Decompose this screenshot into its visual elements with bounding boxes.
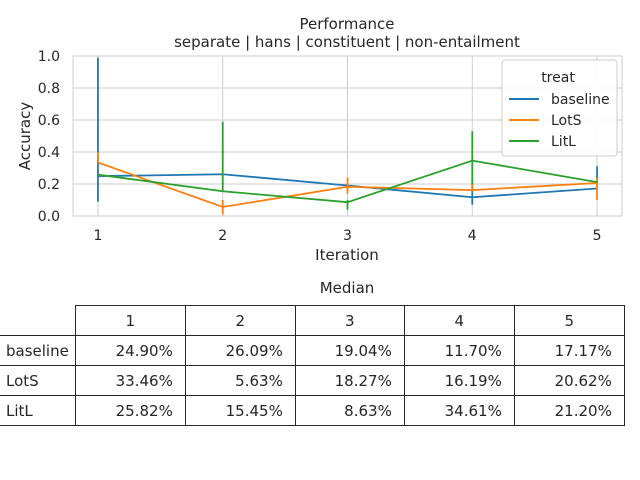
table-cell: 15.45% bbox=[184, 395, 296, 426]
y-axis-label: Accuracy bbox=[16, 102, 34, 171]
y-tick-label: 0.2 bbox=[38, 177, 60, 193]
x-tick-label: 3 bbox=[343, 228, 352, 244]
axis-ticks: 1 2 3 4 5 0.0 0.2 0.4 0.6 0.8 1.0 bbox=[38, 49, 602, 244]
legend-label-LitL: LitL bbox=[551, 134, 576, 150]
table-cell: 33.46% bbox=[74, 365, 186, 396]
table-corner-cell bbox=[0, 305, 76, 336]
table-cell: 20.62% bbox=[513, 365, 625, 396]
table-cell: 26.09% bbox=[184, 335, 296, 366]
table-cell: 17.17% bbox=[513, 335, 625, 366]
legend-label-baseline: baseline bbox=[551, 92, 610, 108]
legend: treat baseline LotS LitL bbox=[501, 59, 618, 157]
legend-box bbox=[501, 59, 618, 157]
table-cell: 8.63% bbox=[294, 395, 405, 426]
table-column-header: 2 bbox=[184, 305, 296, 336]
table-cell: 21.20% bbox=[513, 395, 625, 426]
series-lines bbox=[97, 57, 598, 215]
legend-title: treat bbox=[541, 70, 575, 86]
x-tick-label: 5 bbox=[593, 228, 602, 244]
table-column-header: 4 bbox=[403, 305, 515, 336]
table-row: LotS 33.46% 5.63% 18.27% 16.19% 20.62% bbox=[0, 365, 625, 396]
y-tick-label: 0.8 bbox=[38, 81, 60, 97]
y-tick-label: 0.6 bbox=[38, 113, 60, 129]
y-tick-label: 0.4 bbox=[38, 145, 60, 161]
chart-subtitle: separate | hans | constituent | non-enta… bbox=[174, 33, 520, 51]
x-axis-label: Iteration bbox=[315, 246, 379, 264]
x-tick-label: 1 bbox=[93, 228, 102, 244]
median-table: 1 2 3 4 5 baseline 24.90% 26.09% 19.04% 11.70% 17.… bbox=[0, 305, 625, 426]
x-tick-label: 2 bbox=[218, 228, 227, 244]
legend-label-LotS: LotS bbox=[551, 113, 582, 129]
table-cell: 24.90% bbox=[74, 335, 186, 366]
y-tick-label: 1.0 bbox=[38, 49, 60, 65]
table-row: LitL 25.82% 15.45% 8.63% 34.61% 21.20% bbox=[0, 395, 625, 426]
table-row: baseline 24.90% 26.09% 19.04% 11.70% 17.17% bbox=[0, 335, 625, 366]
table-cell: 18.27% bbox=[294, 365, 405, 396]
table-title: Median bbox=[319, 279, 375, 297]
table-row-header: LotS bbox=[0, 365, 76, 396]
table-cell: 11.70% bbox=[403, 335, 515, 366]
table-row-header: baseline bbox=[0, 335, 76, 366]
table-column-header: 5 bbox=[513, 305, 625, 336]
table-column-header: 3 bbox=[294, 305, 405, 336]
table-cell: 25.82% bbox=[74, 395, 186, 426]
table-cell: 16.19% bbox=[403, 365, 515, 396]
table-cell: 34.61% bbox=[403, 395, 515, 426]
y-tick-label: 0.0 bbox=[38, 209, 60, 225]
table-column-header: 1 bbox=[74, 305, 186, 336]
table-cell: 5.63% bbox=[184, 365, 296, 396]
performance-chart: Performance separate | hans | constituen… bbox=[16, 15, 623, 264]
x-tick-label: 4 bbox=[468, 228, 477, 244]
table-row-header: LitL bbox=[0, 395, 76, 426]
table-cell: 19.04% bbox=[294, 335, 405, 366]
chart-title: Performance bbox=[299, 15, 394, 33]
